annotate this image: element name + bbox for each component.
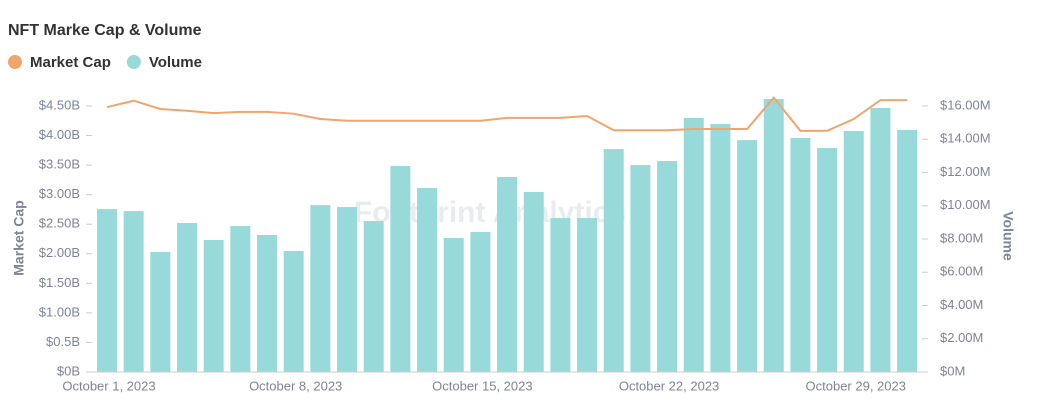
y-axis-label: Market Cap: [11, 200, 27, 275]
bar: [417, 187, 438, 372]
bar: [683, 117, 704, 372]
y2-tick-label: $16.00M: [940, 97, 991, 112]
legend-label: Volume: [149, 54, 202, 71]
bar: [390, 166, 411, 372]
y-tick-label: $4.00B: [39, 127, 80, 142]
bar: [470, 232, 491, 372]
legend-marker: [8, 55, 22, 69]
bar: [310, 205, 331, 372]
bar: [123, 211, 144, 372]
y-tick-label: $1.50B: [39, 275, 80, 290]
y2-tick-label: $12.00M: [940, 164, 991, 179]
bar: [870, 107, 891, 373]
bar: [230, 226, 251, 372]
y2-tick-label: $10.00M: [940, 197, 991, 212]
bar: [630, 165, 651, 372]
x-tick-label: October 29, 2023: [806, 378, 906, 393]
y2-tick-label: $0M: [940, 363, 965, 378]
y2-tick-label: $4.00M: [940, 297, 983, 312]
bar: [603, 149, 624, 372]
x-tick-label: October 15, 2023: [432, 378, 532, 393]
bar: [897, 129, 918, 372]
y2-tick-label: $8.00M: [940, 230, 983, 245]
bar: [337, 207, 358, 372]
y-tick-label: $0.5B: [46, 334, 80, 349]
y2-tick-label: $2.00M: [940, 330, 983, 345]
bar: [150, 251, 171, 372]
bar: [97, 209, 117, 372]
y-tick-label: $3.50B: [39, 157, 80, 172]
y2-tick-label: $14.00M: [940, 131, 991, 146]
y-tick-label: $2.50B: [39, 216, 80, 231]
bar: [550, 218, 571, 372]
chart-title: NFT Marke Cap & Volume: [8, 22, 202, 39]
bar: [283, 250, 304, 372]
y-tick-label: $3.00B: [39, 186, 80, 201]
bar: [737, 140, 758, 372]
y-tick-label: $4.50B: [39, 97, 80, 112]
bar: [843, 130, 864, 372]
bar: [817, 148, 838, 372]
y-tick-label: $1.00B: [39, 304, 80, 319]
bar: [203, 239, 224, 372]
bar: [790, 137, 811, 372]
bar: [497, 176, 518, 372]
bar: [523, 191, 544, 372]
bar: [257, 235, 278, 372]
legend-marker: [126, 55, 141, 69]
x-tick-label: October 22, 2023: [619, 378, 719, 393]
y2-axis-label: Volume: [1000, 211, 1016, 261]
bar: [577, 218, 598, 372]
y2-tick-label: $6.00M: [940, 264, 983, 279]
legend-label: Market Cap: [30, 54, 111, 71]
bar: [363, 221, 384, 372]
x-tick-label: October 8, 2023: [249, 378, 342, 393]
bar: [443, 238, 464, 372]
y-tick-label: $2.00B: [39, 245, 80, 260]
bar: [710, 123, 731, 372]
y-tick-label: $0B: [57, 363, 80, 378]
bar: [177, 223, 198, 372]
bar: [763, 99, 784, 372]
x-tick-label: October 1, 2023: [62, 378, 155, 393]
line: [106, 96, 908, 132]
bar: [657, 161, 678, 372]
